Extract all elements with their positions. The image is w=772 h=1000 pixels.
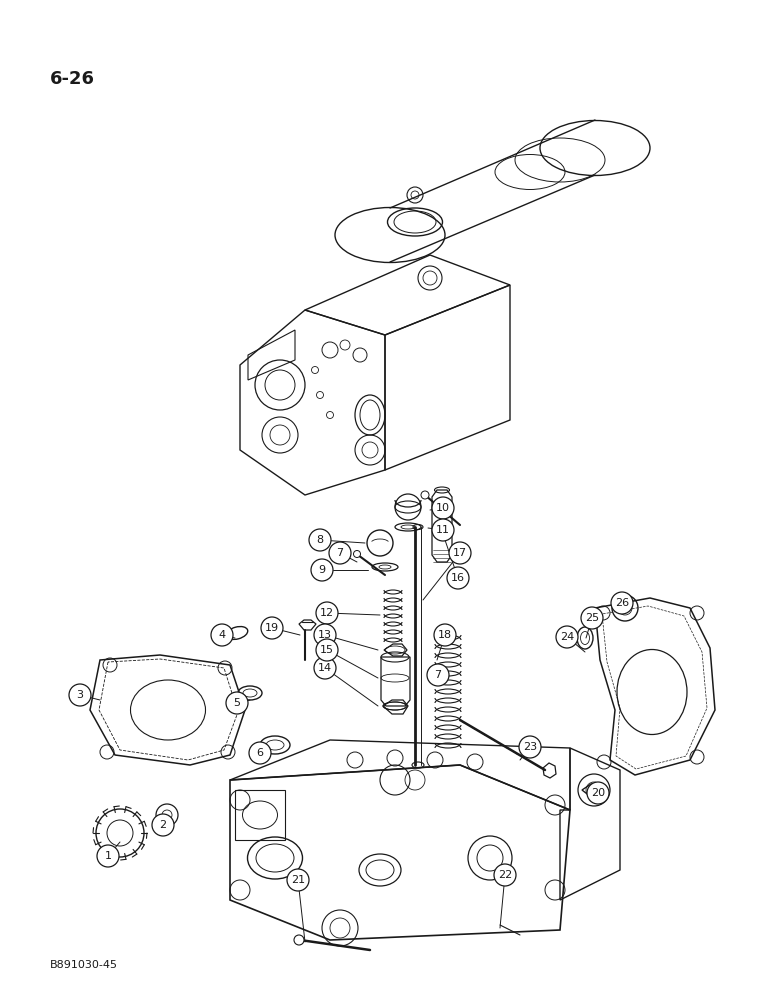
Text: 19: 19: [265, 623, 279, 633]
Circle shape: [432, 497, 454, 519]
Text: 11: 11: [436, 525, 450, 535]
Text: 5: 5: [233, 698, 241, 708]
Text: 25: 25: [585, 613, 599, 623]
Circle shape: [309, 529, 331, 551]
Circle shape: [434, 624, 456, 646]
Circle shape: [581, 607, 603, 629]
Text: 22: 22: [498, 870, 512, 880]
Text: 1: 1: [104, 851, 111, 861]
Text: B891030-45: B891030-45: [50, 960, 118, 970]
Circle shape: [421, 491, 429, 499]
Circle shape: [287, 869, 309, 891]
Text: 15: 15: [320, 645, 334, 655]
Text: 26: 26: [615, 598, 629, 608]
Text: 2: 2: [160, 820, 167, 830]
Circle shape: [329, 542, 351, 564]
Circle shape: [261, 617, 283, 639]
Circle shape: [314, 624, 336, 646]
Circle shape: [427, 664, 449, 686]
Text: 9: 9: [318, 565, 326, 575]
Circle shape: [69, 684, 91, 706]
Text: 7: 7: [435, 670, 442, 680]
Text: 18: 18: [438, 630, 452, 640]
Text: 17: 17: [453, 548, 467, 558]
Circle shape: [519, 736, 541, 758]
Text: 6-26: 6-26: [50, 70, 95, 88]
Circle shape: [587, 782, 609, 804]
Circle shape: [249, 742, 271, 764]
Text: 13: 13: [318, 630, 332, 640]
Text: 10: 10: [436, 503, 450, 513]
Circle shape: [226, 692, 248, 714]
Text: 21: 21: [291, 875, 305, 885]
Text: 7: 7: [337, 548, 344, 558]
Circle shape: [152, 814, 174, 836]
Text: 24: 24: [560, 632, 574, 642]
Text: 12: 12: [320, 608, 334, 618]
Text: 16: 16: [451, 573, 465, 583]
Text: 14: 14: [318, 663, 332, 673]
Circle shape: [316, 602, 338, 624]
Text: 4: 4: [218, 630, 225, 640]
Text: 8: 8: [317, 535, 323, 545]
Circle shape: [316, 639, 338, 661]
Circle shape: [494, 864, 516, 886]
Circle shape: [354, 550, 361, 558]
Text: 3: 3: [76, 690, 83, 700]
Circle shape: [97, 845, 119, 867]
Circle shape: [449, 542, 471, 564]
Circle shape: [294, 935, 304, 945]
Circle shape: [447, 567, 469, 589]
Circle shape: [311, 559, 333, 581]
Circle shape: [211, 624, 233, 646]
Circle shape: [314, 657, 336, 679]
Circle shape: [432, 519, 454, 541]
Text: 6: 6: [256, 748, 263, 758]
Circle shape: [556, 626, 578, 648]
Text: 20: 20: [591, 788, 605, 798]
Circle shape: [611, 592, 633, 614]
Text: 23: 23: [523, 742, 537, 752]
